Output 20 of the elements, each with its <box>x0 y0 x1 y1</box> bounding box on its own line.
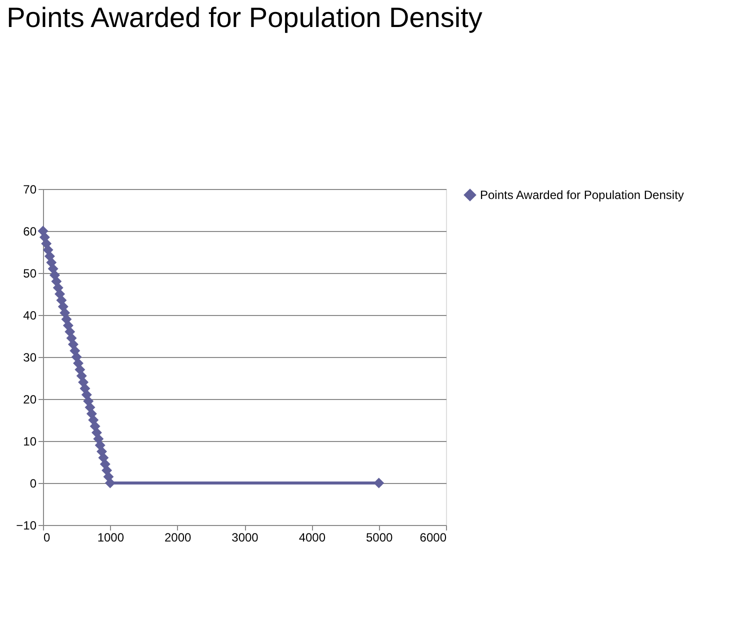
x-tick-label: 0 <box>44 530 50 544</box>
x-tick-label: 3000 <box>232 530 259 544</box>
y-tick-label: 0 <box>30 476 37 490</box>
chart-title: Points Awarded for Population Density <box>6 2 482 33</box>
y-tick-label: 50 <box>23 266 37 280</box>
y-tick-label: 30 <box>23 350 37 364</box>
y-tick-label: 40 <box>23 308 37 322</box>
y-tick-label: 20 <box>23 392 37 406</box>
x-tick-label: 2000 <box>164 530 192 544</box>
legend-label: Points Awarded for Population Density <box>480 188 684 202</box>
point <box>374 478 384 488</box>
point <box>104 478 116 488</box>
y-tick-label: 60 <box>23 224 37 238</box>
x-tick-label: 5000 <box>366 530 394 544</box>
y-tick-label: 70 <box>23 182 37 196</box>
y-tick-label: 10 <box>23 434 37 448</box>
x-tick-label: 1000 <box>97 530 124 544</box>
x-tick-label: 4000 <box>298 530 326 544</box>
x-tick-label: 6000 <box>420 530 447 544</box>
y-tick-label: −10 <box>16 518 37 532</box>
